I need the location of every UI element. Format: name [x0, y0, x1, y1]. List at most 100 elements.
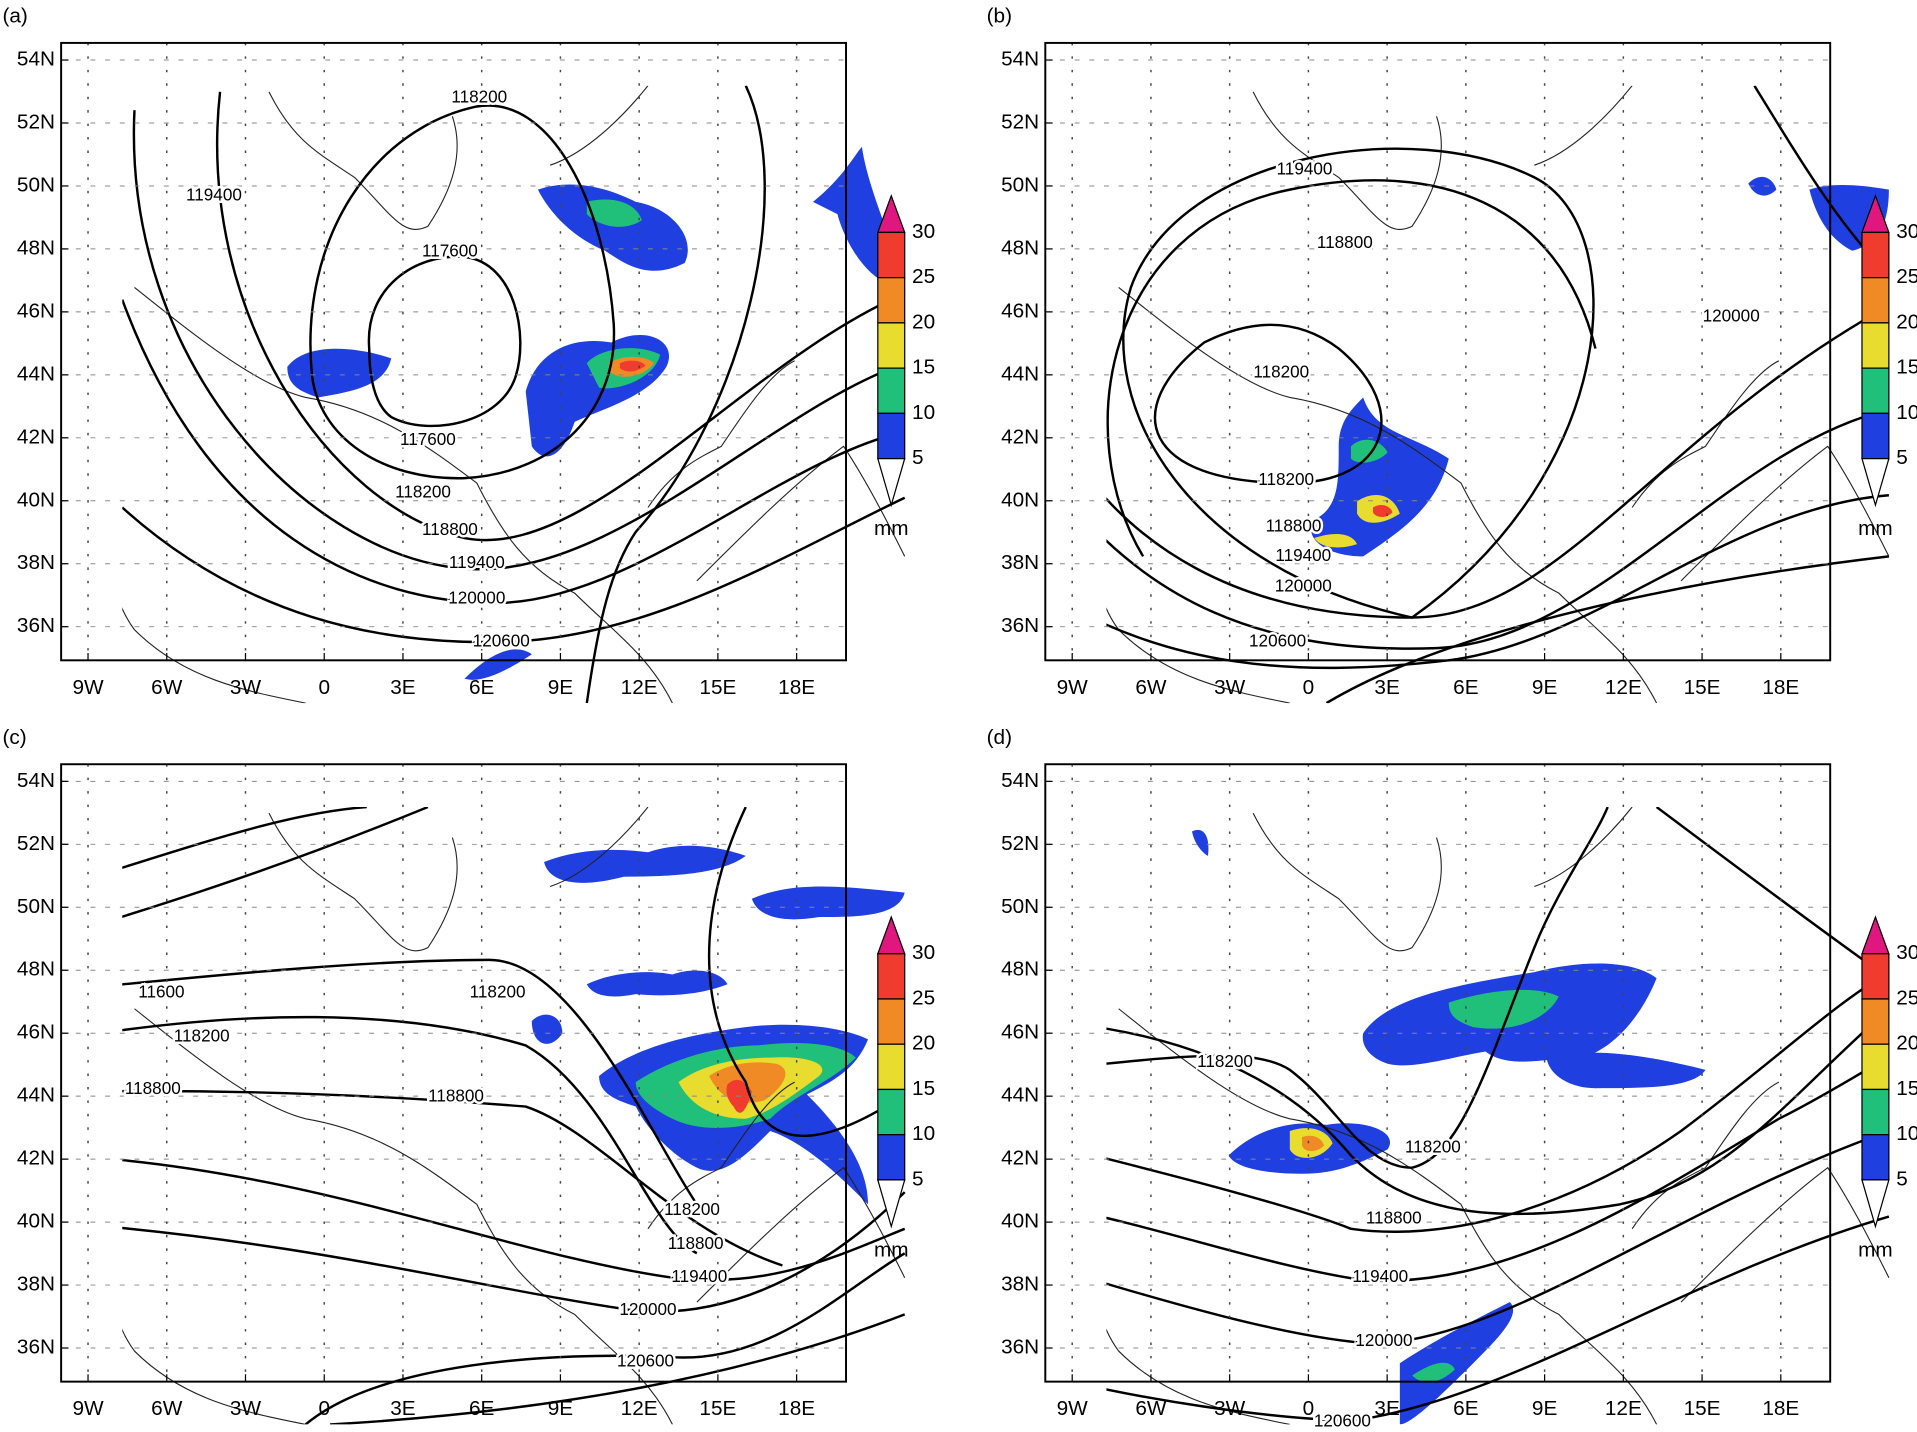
- panel-label: (a): [2, 5, 27, 28]
- coastline: [647, 1081, 795, 1230]
- lat-label: 52N: [1001, 832, 1039, 855]
- colorbar-tick-label: 5: [912, 1167, 924, 1190]
- precip-area: [751, 886, 905, 920]
- lat-label: 54N: [17, 769, 55, 792]
- height-contour: [215, 91, 906, 542]
- colorbar-tick-label: 20: [1896, 310, 1917, 333]
- map-area: [1106, 85, 1890, 704]
- lat-label: 38N: [17, 551, 55, 574]
- contour-label: 119400: [449, 553, 505, 572]
- colorbar-tick-label: 30: [1896, 941, 1917, 964]
- colorbar-tick-label: 30: [912, 941, 935, 964]
- coastline: [1680, 445, 1890, 582]
- lon-label: 6E: [1453, 1397, 1478, 1420]
- colorbar-tick-label: 5: [1896, 446, 1908, 469]
- lon-label: 6E: [469, 676, 494, 699]
- height-contour: [122, 1015, 698, 1255]
- colorbar-tick-label: 15: [1896, 356, 1917, 379]
- colorbar-end: [1861, 457, 1890, 508]
- lon-label: 18E: [778, 676, 815, 699]
- precip-area: [1399, 1302, 1514, 1425]
- lon-label: 9W: [1057, 1397, 1089, 1420]
- colorbar-tick-label: 10: [912, 1122, 935, 1145]
- lat-label: 48N: [1001, 958, 1039, 981]
- colorbar-segment: [1861, 1043, 1890, 1091]
- coastline: [1534, 807, 1633, 888]
- lon-label: 15E: [699, 676, 736, 699]
- lat-label: 50N: [1001, 895, 1039, 918]
- colorbar-segment: [1861, 367, 1890, 414]
- colorbar-unit: mm: [874, 517, 909, 540]
- lat-label: 50N: [17, 895, 55, 918]
- precip-area: [1302, 1135, 1325, 1152]
- map-area: [122, 807, 906, 1425]
- precip-area: [586, 199, 642, 227]
- lat-label: 44N: [17, 1084, 55, 1107]
- precip-area: [464, 649, 532, 680]
- panel-label: (c): [2, 726, 26, 749]
- colorbar-tick-label: 20: [912, 1032, 935, 1055]
- colorbar-tick-label: 20: [1896, 1032, 1917, 1055]
- coastline: [1252, 812, 1442, 952]
- height-contour: [1122, 147, 1595, 619]
- colorbar-segment: [877, 1088, 906, 1136]
- colorbar-unit: mm: [874, 1238, 909, 1261]
- coastline: [1534, 85, 1633, 166]
- lat-label: 48N: [17, 958, 55, 981]
- lon-label: 0: [1303, 1397, 1315, 1420]
- contour-label: 118200: [1258, 470, 1314, 489]
- contour-label: 119400: [1277, 160, 1333, 179]
- colorbar-segment: [877, 953, 906, 1000]
- precip-area: [586, 970, 728, 997]
- lat-label: 38N: [1001, 1273, 1039, 1296]
- lon-label: 3W: [1214, 1397, 1246, 1420]
- coastline: [268, 91, 458, 231]
- lat-label: 46N: [1001, 1021, 1039, 1044]
- height-contour: [122, 1089, 783, 1267]
- colorbar-tick-label: 25: [1896, 265, 1917, 288]
- height-contour: [1655, 807, 1890, 980]
- colorbar-tick-label: 10: [912, 401, 935, 424]
- contour-label: 118800: [1266, 517, 1322, 536]
- height-contour: [122, 496, 906, 644]
- contour-label: 11600: [138, 982, 184, 1001]
- height-contour: [1106, 807, 1609, 1169]
- lat-label: 46N: [1001, 299, 1039, 322]
- contour-label: 120000: [1275, 576, 1332, 595]
- panel-label: (d): [987, 726, 1012, 749]
- lon-label: 9E: [1532, 1397, 1557, 1420]
- lon-label: 3E: [1374, 1397, 1399, 1420]
- colorbar-tick-label: 10: [1896, 401, 1917, 424]
- height-contour: [122, 807, 367, 869]
- colorbar-tick-label: 5: [912, 446, 924, 469]
- height-contour: [1325, 555, 1890, 704]
- lat-label: 40N: [17, 1210, 55, 1233]
- lat-label: 54N: [17, 48, 55, 71]
- lon-label: 6W: [1135, 1397, 1167, 1420]
- height-contour: [122, 1191, 906, 1313]
- map-panel: (b) 54N 52N 50N 48N 46N 44N 42N 40N 38N 36N 9W 6W 3W 0…: [987, 5, 1917, 704]
- height-contour: [1106, 1129, 1890, 1345]
- lat-label: 54N: [1001, 48, 1039, 71]
- height-contour: [1106, 408, 1890, 650]
- contour-label: 120000: [1703, 306, 1760, 325]
- lon-label: 9W: [72, 1397, 104, 1420]
- contour-label: 118800: [1366, 1209, 1422, 1228]
- contour-label: 119400: [671, 1267, 727, 1286]
- height-contour: [367, 255, 522, 428]
- colorbar-tick-label: 25: [912, 986, 935, 1009]
- lat-label: 50N: [1001, 173, 1039, 196]
- map-frame: [1044, 41, 1832, 662]
- lon-label: 6E: [469, 1397, 494, 1420]
- contour-label: 118200: [1405, 1138, 1461, 1157]
- height-contour: [1106, 971, 1890, 1233]
- coastline: [549, 807, 649, 888]
- contour-label: 118200: [1253, 363, 1309, 382]
- lon-label: 9W: [72, 676, 104, 699]
- colorbar-unit: mm: [1858, 517, 1893, 540]
- lat-label: 52N: [17, 832, 55, 855]
- contour-label: 118800: [125, 1079, 181, 1098]
- coastline: [696, 1166, 906, 1303]
- lat-label: 52N: [17, 110, 55, 133]
- lon-label: 15E: [1684, 676, 1721, 699]
